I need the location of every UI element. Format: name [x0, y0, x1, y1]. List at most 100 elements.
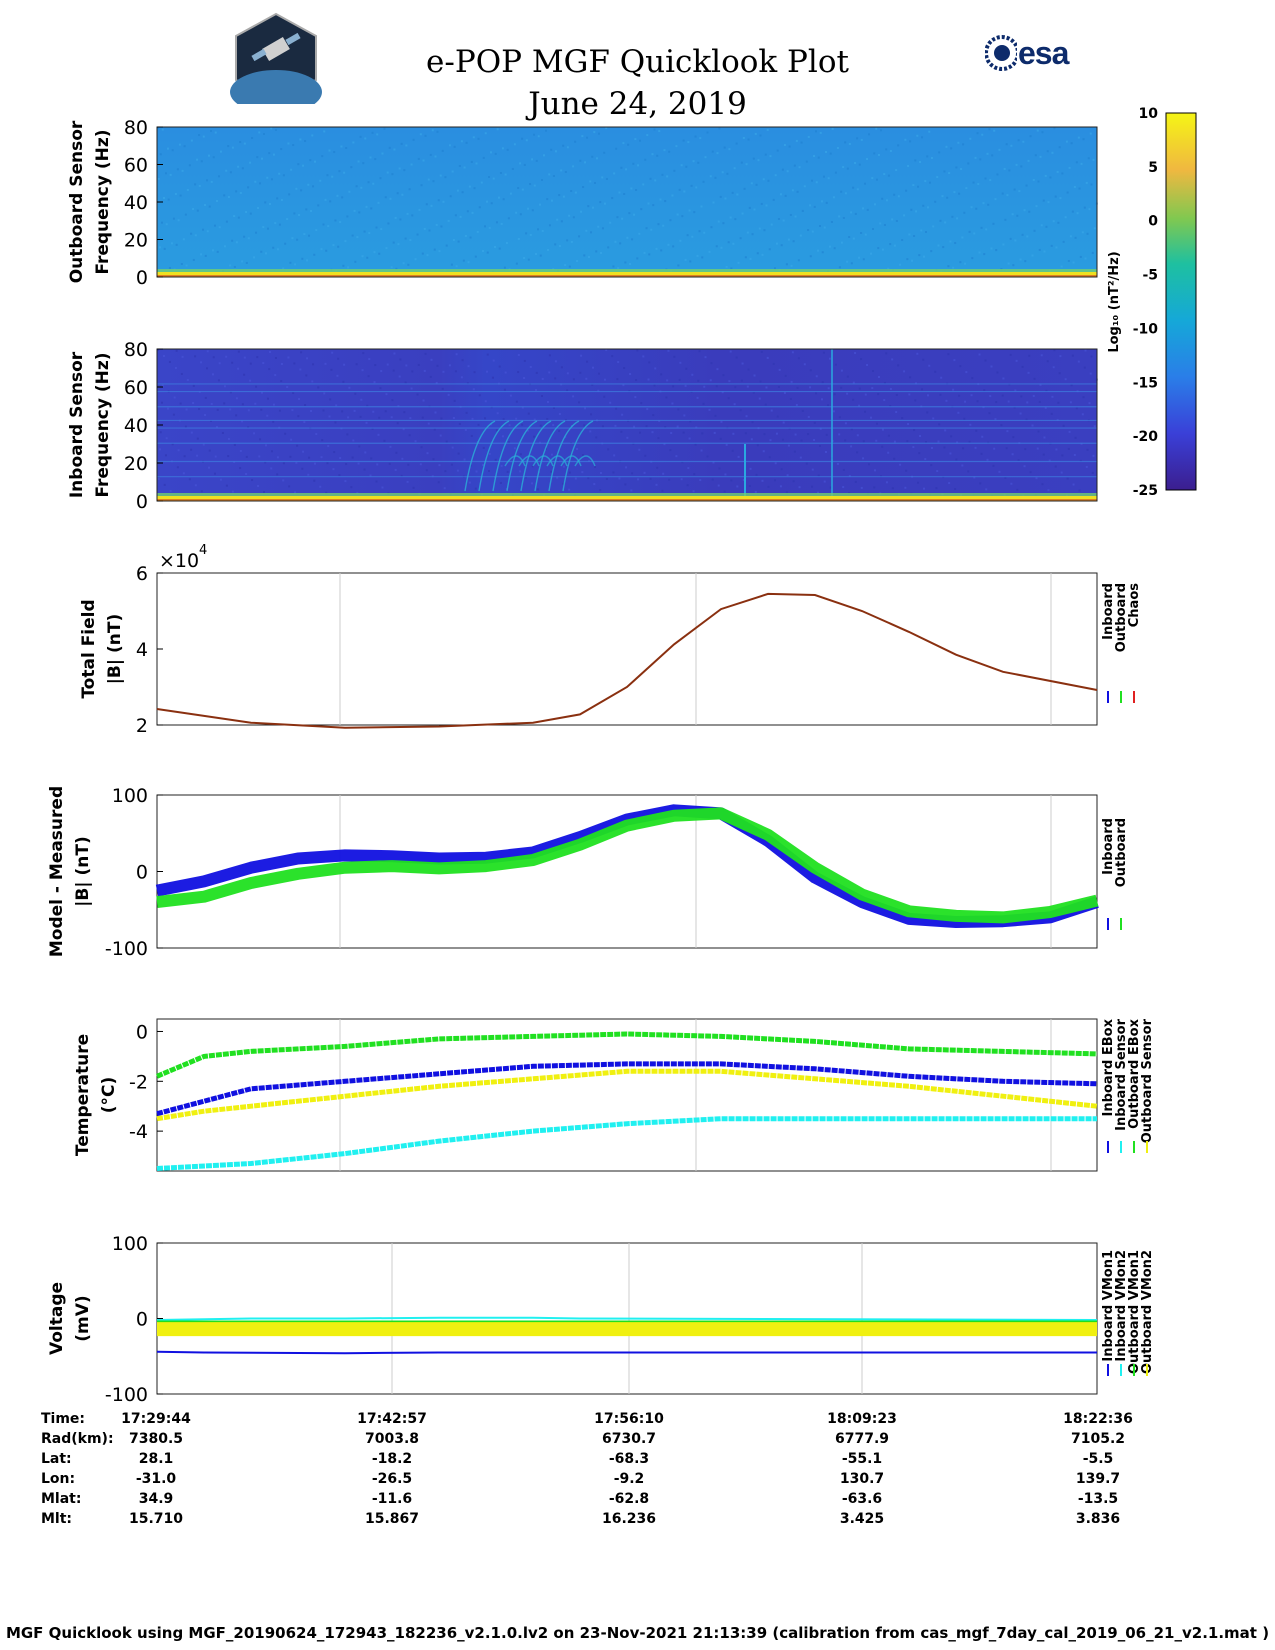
- spectrogram-1-speckle: [505, 241, 508, 244]
- spectrogram-2-speckle: [811, 468, 814, 471]
- spectrogram-1-speckle: [441, 149, 444, 152]
- spectrogram-1-speckle: [212, 156, 215, 159]
- panel-4-ylabel-1: Model - Measured: [47, 786, 67, 957]
- spectrogram-1-speckle: [293, 212, 296, 215]
- spectrogram-1-speckle: [539, 254, 542, 257]
- spectrogram-1-speckle: [572, 216, 575, 219]
- total-field-series: [156, 592, 1098, 729]
- spectrogram-1-speckle: [476, 230, 479, 233]
- spectrogram-2-speckle: [1019, 412, 1022, 415]
- spectrogram-2-speckle: [312, 363, 315, 366]
- spectrogram-2-speckle: [461, 359, 464, 362]
- spectrogram-2-speckle: [394, 468, 397, 471]
- spectrogram-1-speckle: [642, 183, 645, 186]
- spectrogram-2-speckle: [562, 482, 565, 485]
- spectrogram-arc: [520, 420, 552, 492]
- spectrogram-2-speckle: [268, 368, 271, 371]
- spectrogram-2-speckle: [932, 417, 935, 420]
- spectrogram-1-speckle: [1049, 176, 1052, 179]
- spectrogram-2-speckle: [410, 387, 413, 390]
- spectrogram-2-speckle: [714, 414, 717, 417]
- spectrogram-2-speckle: [566, 389, 569, 392]
- spectrogram-1-speckle: [499, 171, 502, 174]
- spectrogram-2-speckle: [799, 456, 802, 459]
- spectrogram-2-speckle: [676, 425, 679, 428]
- spectrogram-1-speckle: [985, 228, 988, 231]
- spectrogram-2-speckle: [684, 384, 687, 387]
- cassiope-logo: [230, 12, 322, 114]
- spectrogram-2-speckle: [643, 471, 646, 474]
- spectrogram-2-speckle: [597, 372, 600, 375]
- spectrogram-2-speckle: [945, 399, 948, 402]
- spectrogram-1-speckle: [492, 177, 495, 180]
- spectrogram-2-speckle: [797, 357, 800, 360]
- spectrogram-1-speckle: [925, 231, 927, 233]
- spectrogram-2-speckle: [227, 455, 230, 458]
- spectrogram-2-speckle: [759, 380, 762, 383]
- spectrogram-1-speckle: [314, 160, 317, 163]
- spectrogram-2-speckle: [675, 455, 678, 458]
- spectrogram-2-speckle: [343, 363, 346, 366]
- spectrogram-1-speckle: [566, 239, 569, 242]
- spectrogram-2-speckle: [766, 356, 769, 359]
- spectrogram-2-speckle: [633, 425, 636, 428]
- spectrogram-2-speckle: [194, 355, 197, 358]
- spectrogram-1-speckle: [858, 256, 861, 259]
- spectrogram-1-speckle: [630, 187, 633, 190]
- spectrogram-1-speckle: [541, 229, 544, 232]
- spectrogram-2-speckle: [1014, 389, 1017, 392]
- spectrogram-2-speckle: [501, 435, 504, 438]
- spectrogram-1-speckle: [405, 144, 408, 147]
- spectrogram-1-speckle: [739, 237, 742, 240]
- spectrogram-1-speckle: [404, 237, 407, 240]
- spectrogram-1-speckle: [669, 219, 672, 222]
- spectrogram-1-speckle: [391, 173, 394, 176]
- time-table-cell: -31.0: [135, 1471, 177, 1487]
- spectrogram-2-speckle: [164, 454, 167, 457]
- spectrogram-2-speckle: [670, 432, 673, 435]
- spectrogram-2-speckle: [364, 451, 367, 454]
- spectrogram-1-speckle: [190, 232, 193, 235]
- spectrogram-1-speckle: [1051, 151, 1054, 154]
- spectrogram-2-speckle: [930, 446, 933, 449]
- spectrogram-1-speckle: [356, 236, 359, 239]
- spectrogram-2-speckle: [756, 444, 759, 447]
- spectrogram-2-speckle: [673, 355, 676, 358]
- spectrogram-1-speckle: [893, 244, 896, 247]
- spectrogram-1-speckle: [1021, 233, 1024, 236]
- spectrogram-1-speckle: [1050, 244, 1053, 247]
- spectrogram-2-speckle: [746, 385, 749, 388]
- spectrogram-1-speckle: [262, 226, 265, 229]
- spectrogram-1-speckle: [777, 217, 780, 220]
- spectrogram-2-speckle: [790, 380, 793, 383]
- spectrogram-1-speckle: [971, 257, 974, 260]
- spectrogram-1-speckle: [1062, 240, 1065, 243]
- spectrogram-2-speckle: [956, 441, 959, 444]
- panel-1-ylabel-1: Outboard Sensor: [67, 120, 87, 283]
- spectrogram-2-speckle: [443, 487, 446, 490]
- spectrogram-2-speckle: [296, 444, 299, 447]
- spectrogram-2-speckle: [286, 386, 289, 389]
- spectrogram-2-speckle: [923, 487, 926, 490]
- spectrogram-1-speckle: [607, 246, 610, 249]
- spectrogram-2-speckle: [1039, 383, 1042, 386]
- spectrogram-1-speckle: [763, 229, 766, 232]
- spectrogram-1-speckle: [294, 263, 297, 266]
- spectrogram-1-speckle: [165, 223, 168, 226]
- spectrogram-2-speckle: [346, 433, 349, 436]
- spectrogram-2-speckle: [730, 479, 733, 482]
- spectrogram-1-speckle: [685, 165, 688, 168]
- spectrogram-2-speckle: [291, 409, 294, 412]
- spectrogram-1-speckle: [918, 254, 921, 257]
- spectrogram-1-speckle: [819, 131, 822, 134]
- spectrogram-2-speckle: [638, 448, 641, 451]
- spectrogram-1-lowband: [157, 275, 1097, 277]
- spectrogram-2-speckle: [519, 453, 522, 456]
- spectrogram-1-speckle: [374, 158, 377, 161]
- spectrogram-1-speckle: [752, 157, 755, 160]
- spectrogram-1-speckle: [373, 251, 376, 254]
- spectrogram-1-speckle: [548, 173, 551, 176]
- spectrogram-1-speckle: [344, 240, 347, 243]
- spectrogram-2-speckle: [300, 351, 303, 354]
- spectrogram-1-speckle: [159, 153, 162, 156]
